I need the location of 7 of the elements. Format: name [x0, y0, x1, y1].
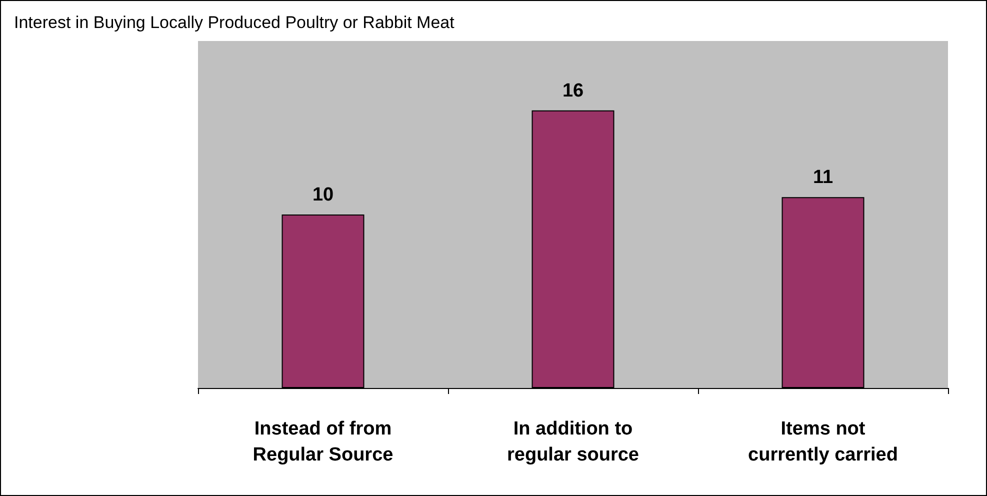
- data-label: 16: [562, 80, 584, 102]
- x-tick-label: Items not currently carried: [748, 418, 898, 466]
- x-tick-label: Instead of from Regular Source: [252, 418, 394, 466]
- data-label: 10: [312, 184, 334, 206]
- chart-title: Interest in Buying Locally Produced Poultry or Rabbit Meat: [14, 13, 455, 32]
- x-tick-label: In addition to regular source: [507, 418, 639, 466]
- data-label: 11: [812, 167, 834, 188]
